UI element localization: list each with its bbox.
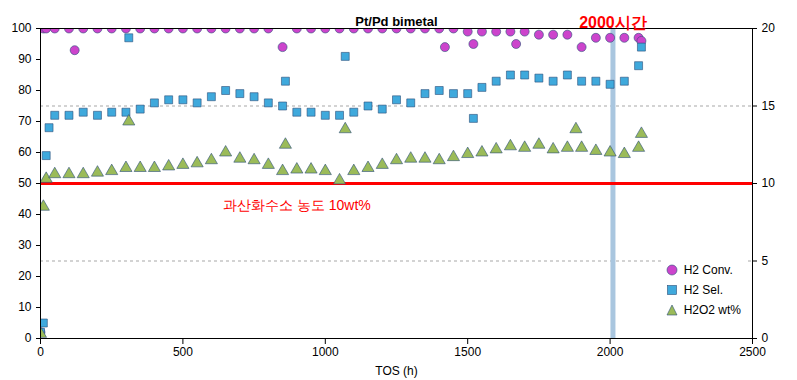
svg-text:0: 0 <box>37 345 44 359</box>
svg-text:20: 20 <box>762 21 776 35</box>
svg-text:60: 60 <box>18 145 32 159</box>
svg-text:50: 50 <box>18 176 32 190</box>
svg-text:2000: 2000 <box>597 345 624 359</box>
html-text:H2 Sel.: H2 Sel. <box>683 283 723 297</box>
svg-text:90: 90 <box>18 52 32 66</box>
html-text:H2O2 wt%: H2O2 wt% <box>683 303 741 317</box>
svg-text:5: 5 <box>762 254 769 268</box>
svg-text:2500: 2500 <box>739 345 766 359</box>
svg-text:30: 30 <box>18 238 32 252</box>
svg-text:10: 10 <box>762 176 776 190</box>
svg-text:10: 10 <box>18 300 32 314</box>
svg-text:과산화수소 농도 10wt%: 과산화수소 농도 10wt% <box>223 197 371 213</box>
svg-text:1000: 1000 <box>312 345 339 359</box>
svg-text:0: 0 <box>762 331 769 345</box>
svg-text:80: 80 <box>18 83 32 97</box>
svg-text:1500: 1500 <box>454 345 481 359</box>
svg-text:100: 100 <box>11 21 31 35</box>
html-text:H2 Conv.: H2 Conv. <box>683 263 733 277</box>
svg-text:500: 500 <box>173 345 193 359</box>
svg-text:2000시간: 2000시간 <box>579 14 647 31</box>
svg-text:70: 70 <box>18 114 32 128</box>
svg-text:0: 0 <box>25 331 32 345</box>
svg-text:TOS (h): TOS (h) <box>375 364 417 378</box>
svg-text:15: 15 <box>762 99 776 113</box>
svg-text:Pt/Pd bimetal: Pt/Pd bimetal <box>355 14 437 29</box>
svg-text:20: 20 <box>18 269 32 283</box>
svg-text:40: 40 <box>18 207 32 221</box>
